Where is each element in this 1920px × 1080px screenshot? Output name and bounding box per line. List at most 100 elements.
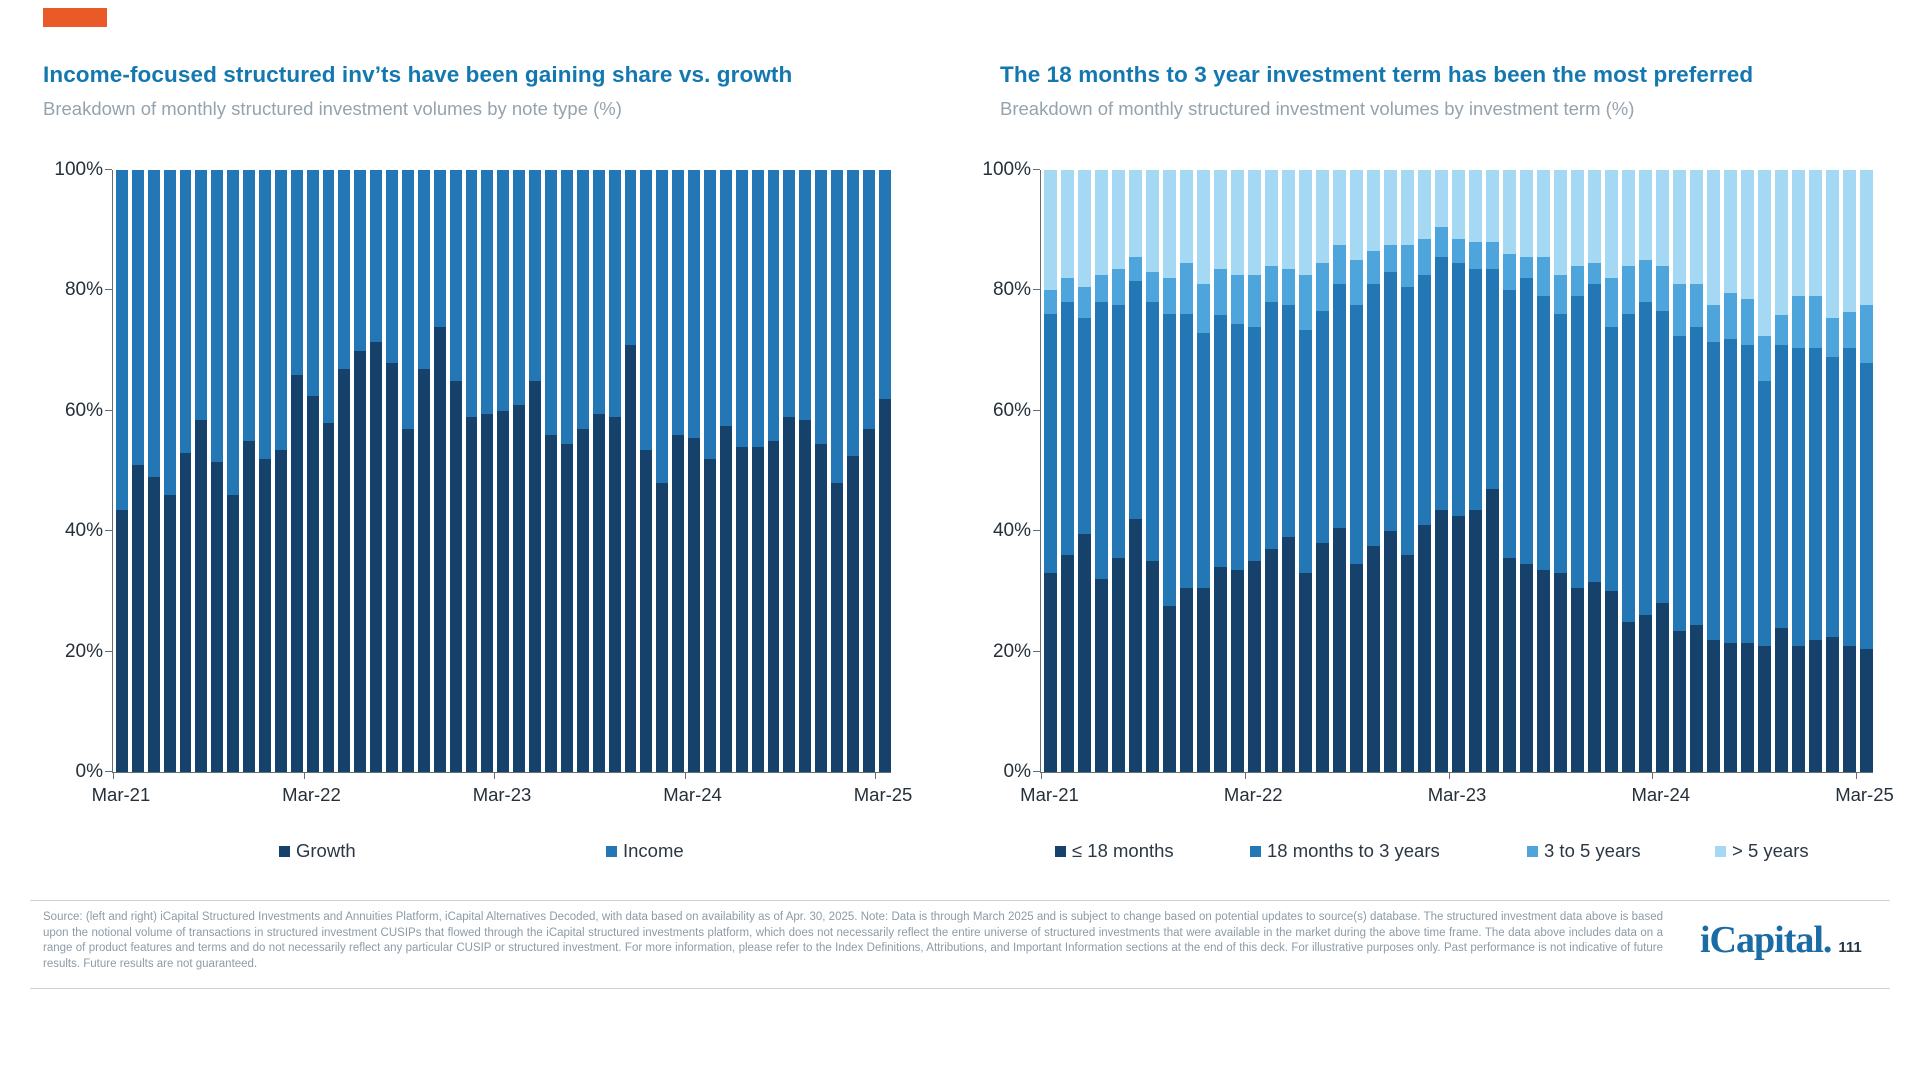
segment-18 months to 3 years (1843, 347, 1856, 646)
segment-3 to 5 years (1469, 242, 1482, 270)
segment-Income (243, 170, 256, 441)
segment-3 to 5 years (1044, 290, 1057, 315)
segment-Growth (656, 483, 669, 772)
segment-3 to 5 years (1690, 284, 1703, 327)
legend-marker (279, 845, 290, 857)
segment-Growth (815, 443, 828, 772)
segment-18 months to 3 years (1605, 326, 1618, 592)
bar-Mar-25 (1860, 170, 1873, 772)
y-axis-label: 20% (64, 640, 103, 662)
segment-≤ 18 months (1129, 519, 1142, 772)
x-axis-label: Mar-24 (1631, 784, 1691, 805)
segment-Growth (433, 326, 446, 772)
segment-≤ 18 months (1707, 639, 1720, 772)
y-axis-tick (105, 289, 112, 291)
segment-18 months to 3 years (1248, 326, 1261, 562)
segment-3 to 5 years (1333, 245, 1346, 285)
segment-18 months to 3 years (1197, 332, 1210, 589)
segment-Income (878, 170, 891, 399)
bar-Jan-23 (465, 170, 478, 772)
segment-3 to 5 years (1503, 254, 1516, 291)
bar-Jul-22 (370, 170, 383, 772)
bar-Oct-21 (1163, 170, 1176, 772)
legend-marker (606, 845, 617, 857)
segment-3 to 5 years (1367, 251, 1380, 285)
x-axis-tick (113, 772, 114, 779)
segment-Growth (449, 380, 462, 772)
segment-≤ 18 months (1299, 573, 1312, 772)
segment-18 months to 3 years (1316, 311, 1329, 544)
segment-18 months to 3 years (1078, 317, 1091, 535)
segment-> 5 years (1724, 170, 1737, 294)
segment-Income (703, 170, 716, 459)
bar-Dec-23 (640, 170, 653, 772)
segment-> 5 years (1860, 170, 1873, 306)
y-axis-label: 60% (992, 399, 1031, 421)
y-axis-label: 0% (75, 761, 103, 782)
bar-Jan-25 (1826, 170, 1839, 772)
bar-Jul-21 (1112, 170, 1125, 772)
segment-> 5 years (1741, 170, 1754, 300)
segment-Growth (688, 437, 700, 772)
segment-> 5 years (1690, 170, 1703, 285)
segment-Growth (417, 368, 430, 772)
segment-3 to 5 years (1452, 239, 1465, 264)
segment-3 to 5 years (1282, 269, 1295, 306)
bar-Dec-21 (259, 170, 271, 772)
segment-≤ 18 months (1265, 549, 1278, 772)
segment-> 5 years (1622, 170, 1635, 267)
bar-Aug-21 (1129, 170, 1142, 772)
legend-label: 18 months to 3 years (1267, 840, 1440, 861)
bar-Jul-23 (560, 170, 573, 772)
y-axis-tick (1033, 650, 1040, 652)
segment-Income (513, 170, 526, 405)
segment-≤ 18 months (1452, 516, 1465, 772)
segment-> 5 years (1775, 170, 1788, 315)
segment-18 months to 3 years (1554, 314, 1567, 574)
segment-> 5 years (1554, 170, 1567, 276)
segment-Growth (560, 443, 573, 772)
segment-≤ 18 months (1248, 561, 1261, 772)
segment-> 5 years (1809, 170, 1822, 297)
segment-≤ 18 months (1401, 555, 1414, 772)
segment-18 months to 3 years (1741, 344, 1754, 643)
bar-Dec-23 (1605, 170, 1618, 772)
segment-3 to 5 years (1775, 314, 1788, 345)
bar-May-21 (1078, 170, 1091, 772)
segment-≤ 18 months (1520, 564, 1533, 772)
segment-≤ 18 months (1214, 567, 1227, 772)
segment-3 to 5 years (1860, 305, 1873, 363)
segment-18 months to 3 years (1095, 302, 1108, 580)
bar-Aug-22 (386, 170, 399, 772)
segment-3 to 5 years (1622, 266, 1635, 315)
segment-Growth (116, 510, 128, 772)
segment-≤ 18 months (1095, 579, 1108, 772)
segment-≤ 18 months (1775, 627, 1788, 772)
segment-Income (831, 170, 843, 484)
segment-18 months to 3 years (1673, 335, 1686, 631)
segment-3 to 5 years (1588, 263, 1601, 285)
right-chart-section: The 18 months to 3 year investment term … (982, 62, 1893, 861)
segment-Growth (545, 434, 557, 772)
bar-Jan-25 (846, 170, 859, 772)
segment-3 to 5 years (1656, 266, 1669, 312)
bar-Nov-24 (815, 170, 828, 772)
bar-Aug-22 (1333, 170, 1346, 772)
bar-Jul-24 (1724, 170, 1737, 772)
segment-Income (481, 170, 494, 414)
x-axis-tick (1856, 772, 1858, 779)
segment-Growth (195, 419, 208, 772)
segment-Growth (624, 344, 637, 772)
segment-18 months to 3 years (1452, 263, 1465, 517)
bar-Oct-21 (227, 170, 240, 772)
legend-item: > 5 years (1715, 840, 1809, 862)
accent-bar (43, 8, 107, 27)
bar-May-23 (529, 170, 542, 772)
segment-≤ 18 months (1809, 639, 1822, 772)
x-axis-label: Mar-25 (1835, 784, 1894, 805)
bar-Sep-22 (1350, 170, 1363, 772)
segment-Growth (147, 477, 160, 772)
segment-> 5 years (1112, 170, 1125, 270)
segment-> 5 years (1180, 170, 1193, 264)
bar-Sep-21 (211, 170, 224, 772)
